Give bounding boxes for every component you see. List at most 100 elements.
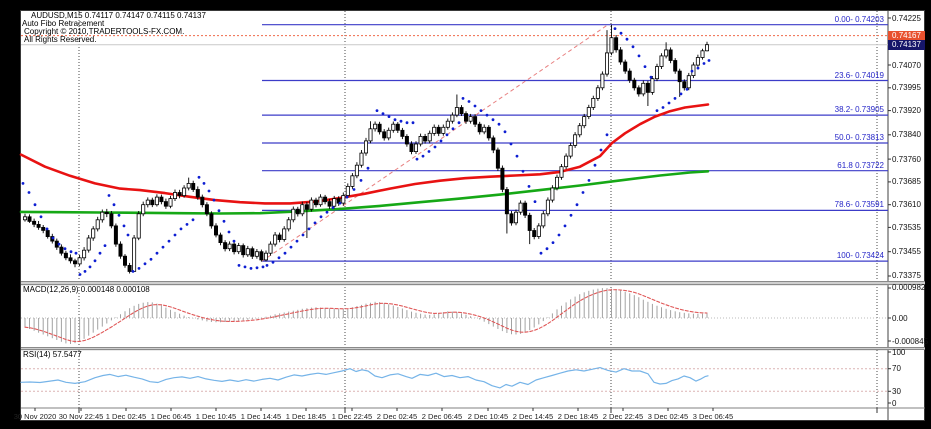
candle-body	[250, 248, 255, 257]
candle-body	[186, 182, 191, 189]
indicator-name-label: Auto Fibo Retracement	[22, 19, 105, 28]
sar-dot	[527, 185, 531, 188]
candle-body	[104, 211, 109, 215]
sar-dot	[421, 154, 425, 158]
sar-dot	[185, 223, 189, 226]
fibo-level-label: 61.8 0.73722	[837, 160, 884, 170]
candle-body	[318, 196, 323, 206]
candle-body	[605, 52, 610, 75]
candle-body	[477, 123, 482, 133]
candle-body	[641, 82, 646, 95]
candle-body	[263, 252, 268, 261]
sar-dot	[485, 113, 489, 117]
candle-body	[341, 195, 346, 204]
candle-body	[59, 246, 64, 254]
sar-dot	[261, 265, 265, 269]
sar-dot	[439, 139, 443, 143]
candle-body	[632, 79, 637, 89]
time-tick-label: 3 Dec 02:45	[647, 412, 689, 421]
sar-dot	[375, 109, 379, 112]
sar-dot	[563, 224, 567, 228]
sar-dot	[557, 233, 561, 237]
sar-dot	[51, 236, 55, 240]
candle-body	[418, 135, 423, 145]
candle-body	[277, 234, 282, 240]
sar-dot	[249, 267, 253, 270]
candle-body	[100, 211, 105, 221]
chart-window	[20, 10, 925, 421]
macd-rsi-splitter[interactable]	[21, 347, 925, 350]
fibo-level-label: 50.0- 0.73813	[834, 133, 884, 143]
candle-body	[236, 245, 241, 253]
candle-body	[614, 37, 619, 51]
candle-body	[568, 145, 573, 157]
candle-body	[282, 228, 287, 240]
sar-dot	[467, 100, 471, 103]
sar-dot	[271, 260, 275, 264]
price-tick-label: 0.74070	[892, 60, 921, 70]
symbol-ohlc-title: AUDUSD,M15 0.74117 0.74147 0.74115 0.741…	[31, 11, 206, 20]
candle-body	[673, 60, 678, 72]
candle-body	[523, 202, 528, 216]
candle-body	[586, 107, 591, 118]
candle-body	[413, 143, 418, 152]
sar-dot	[78, 273, 82, 276]
candle-body	[382, 131, 387, 139]
sar-dot	[143, 262, 147, 266]
sar-dot	[655, 109, 659, 112]
time-tick-label: 1 Dec 18:45	[285, 412, 327, 421]
candle-body	[195, 189, 200, 198]
sar-dot	[539, 251, 543, 255]
sar-dot	[457, 121, 461, 125]
candle-body	[664, 49, 669, 57]
candle-body	[618, 49, 623, 63]
candle-body	[591, 98, 596, 108]
sar-dot	[331, 206, 335, 210]
candle-body	[363, 140, 368, 154]
sar-dot	[243, 265, 247, 269]
sar-dot	[217, 209, 221, 213]
candle-body	[82, 249, 87, 259]
sar-dot	[696, 66, 700, 70]
rsi-tick-label: 30	[892, 386, 901, 396]
candle-body	[527, 214, 532, 231]
candle-body	[573, 134, 578, 146]
sar-dot	[545, 247, 549, 251]
candle-body	[555, 176, 560, 189]
rsi-tick-label: 0	[892, 398, 897, 408]
sar-dot	[393, 118, 397, 122]
sar-dot	[57, 242, 61, 246]
sar-dot	[366, 166, 370, 170]
candle-body	[172, 192, 177, 199]
candle-body	[495, 149, 500, 169]
candle-body	[273, 234, 278, 245]
candle-body	[350, 175, 355, 187]
sar-dot	[415, 157, 419, 161]
candle-body	[182, 187, 187, 196]
candle-body	[168, 198, 173, 207]
macd-tick-label: 0.000982	[892, 283, 926, 293]
candle-body	[545, 199, 550, 215]
candle-body	[259, 251, 264, 261]
macd-indicator-label: MACD(12,26,9) 0.000148 0.000108	[23, 285, 150, 294]
sar-dot	[451, 127, 455, 131]
sar-dot	[69, 250, 73, 254]
sar-dot	[461, 97, 465, 100]
candle-body	[45, 230, 50, 237]
sar-dot	[593, 163, 597, 167]
candle-body	[391, 123, 396, 131]
time-tick-label: 30 Nov 2020	[13, 412, 57, 421]
price-tick-label: 0.73535	[892, 222, 921, 232]
time-tick-label: 2 Dec 18:45	[557, 412, 599, 421]
candle-body	[514, 211, 519, 224]
candle-body	[655, 66, 660, 80]
sar-dot	[179, 227, 183, 231]
sar-dot	[155, 251, 159, 255]
candle-body	[227, 243, 232, 250]
candle-body	[68, 257, 73, 262]
main-macd-splitter[interactable]	[21, 281, 925, 285]
sar-dot	[473, 104, 477, 108]
candle-body	[518, 202, 523, 213]
candle-body	[459, 107, 464, 114]
